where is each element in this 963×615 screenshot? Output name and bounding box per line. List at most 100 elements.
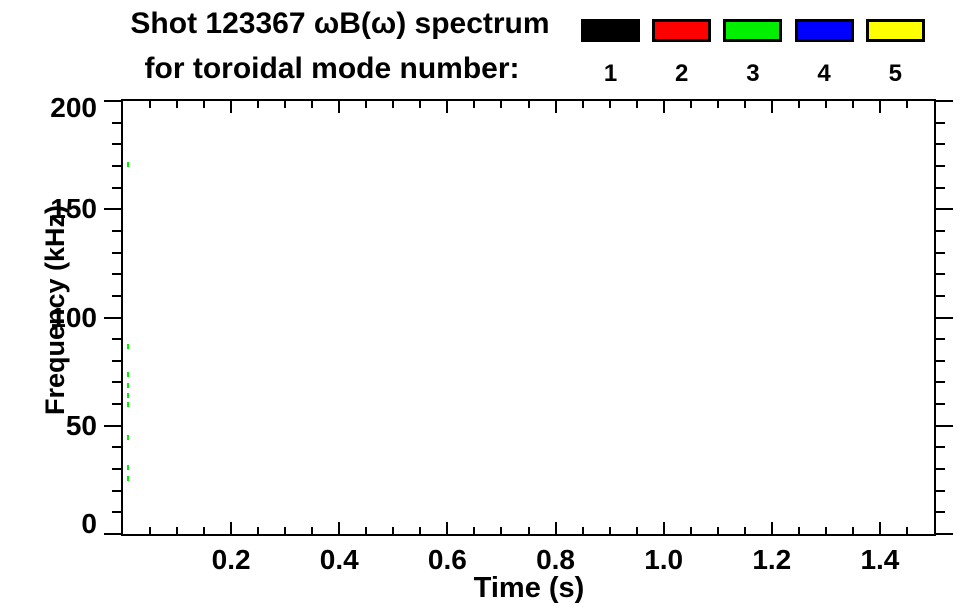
legend-number: 5 xyxy=(888,60,902,87)
y-major-tick xyxy=(104,100,121,102)
legend-number: 1 xyxy=(603,60,618,87)
chart-title-line2: for toroidal mode number: xyxy=(144,52,520,85)
y-tick-label: 0 xyxy=(81,508,97,539)
y-minor-tick xyxy=(112,489,121,492)
y-major-tick xyxy=(936,533,953,535)
x-minor-tick xyxy=(365,527,368,534)
x-minor-tick xyxy=(608,101,611,108)
y-minor-tick xyxy=(936,359,945,362)
y-minor-tick xyxy=(936,468,945,471)
y-major-tick xyxy=(936,208,953,211)
y-tick-label: 100 xyxy=(50,301,97,333)
y-major-tick xyxy=(936,100,953,102)
x-minor-tick xyxy=(392,527,395,534)
x-minor-tick xyxy=(311,527,314,534)
y-major-tick xyxy=(104,533,121,535)
y-minor-tick xyxy=(112,403,121,406)
y-minor-tick xyxy=(112,381,121,384)
x-minor-tick xyxy=(527,527,530,534)
x-major-tick xyxy=(770,101,773,113)
x-minor-tick xyxy=(581,527,584,534)
x-minor-tick xyxy=(500,101,503,108)
x-minor-tick xyxy=(608,527,611,534)
x-minor-tick xyxy=(149,527,152,534)
data-point xyxy=(127,434,130,440)
x-minor-tick xyxy=(743,101,746,108)
x-minor-tick xyxy=(311,101,314,108)
data-point xyxy=(127,343,130,349)
x-major-tick xyxy=(554,522,557,534)
x-major-tick xyxy=(230,101,233,113)
x-minor-tick xyxy=(257,101,260,108)
legend-swatch xyxy=(652,19,712,42)
legend-number: 2 xyxy=(675,60,689,87)
x-major-tick xyxy=(446,522,449,534)
y-minor-tick xyxy=(936,446,945,449)
x-minor-tick xyxy=(176,101,179,108)
data-point xyxy=(127,402,130,408)
x-tick-label: 0.6 xyxy=(427,544,467,575)
x-tick-label: 1.4 xyxy=(860,544,900,575)
data-point xyxy=(127,371,130,377)
legend-swatch xyxy=(581,19,640,42)
y-minor-tick xyxy=(112,338,121,341)
x-minor-tick xyxy=(176,527,179,534)
x-tick-label: 0.8 xyxy=(536,544,575,575)
x-minor-tick xyxy=(851,101,854,108)
x-major-tick xyxy=(878,522,881,534)
y-minor-tick xyxy=(112,446,121,449)
x-minor-tick xyxy=(284,101,287,108)
x-minor-tick xyxy=(284,527,287,534)
x-minor-tick xyxy=(581,101,584,108)
x-minor-tick xyxy=(203,101,206,108)
y-minor-tick xyxy=(936,294,945,297)
y-minor-tick xyxy=(936,338,945,341)
x-minor-tick xyxy=(635,101,638,108)
y-minor-tick xyxy=(936,511,945,514)
y-major-tick xyxy=(936,424,953,427)
y-minor-tick xyxy=(936,403,945,406)
y-minor-tick xyxy=(112,164,121,167)
data-point xyxy=(127,382,130,388)
legend-swatch xyxy=(865,19,925,42)
x-minor-tick xyxy=(851,527,854,534)
y-minor-tick xyxy=(112,468,121,471)
x-minor-tick xyxy=(635,527,638,534)
x-minor-tick xyxy=(824,527,827,534)
x-minor-tick xyxy=(527,101,530,108)
x-minor-tick xyxy=(392,101,395,108)
y-minor-tick xyxy=(112,294,121,297)
x-minor-tick xyxy=(824,101,827,108)
x-major-tick xyxy=(878,101,881,113)
y-minor-tick xyxy=(936,489,945,492)
x-major-tick xyxy=(446,101,449,113)
y-major-tick xyxy=(104,316,121,319)
x-minor-tick xyxy=(797,527,800,534)
x-minor-tick xyxy=(473,101,476,108)
plot-area xyxy=(121,99,936,536)
y-tick-label: 200 xyxy=(50,92,97,123)
x-minor-tick xyxy=(905,101,908,108)
x-minor-tick xyxy=(419,527,422,534)
y-minor-tick xyxy=(112,359,121,362)
x-major-tick xyxy=(662,101,665,113)
y-minor-tick xyxy=(936,229,945,232)
y-minor-tick xyxy=(112,229,121,232)
x-tick-label: 0.4 xyxy=(319,544,359,575)
y-major-tick xyxy=(104,208,121,211)
x-minor-tick xyxy=(257,527,260,534)
time-axis-label: Time (s) xyxy=(473,572,585,604)
x-tick-label: 1.2 xyxy=(752,544,792,575)
y-tick-label: 150 xyxy=(50,193,97,225)
y-minor-tick xyxy=(112,121,121,124)
x-major-tick xyxy=(554,101,557,113)
x-major-tick xyxy=(338,101,341,113)
chart-title-line1: Shot 123367 ωB(ω) spectrum xyxy=(130,7,550,40)
x-minor-tick xyxy=(905,527,908,534)
x-minor-tick xyxy=(716,101,719,108)
x-minor-tick xyxy=(365,101,368,108)
x-minor-tick xyxy=(419,101,422,108)
x-minor-tick xyxy=(473,527,476,534)
y-minor-tick xyxy=(936,121,945,124)
